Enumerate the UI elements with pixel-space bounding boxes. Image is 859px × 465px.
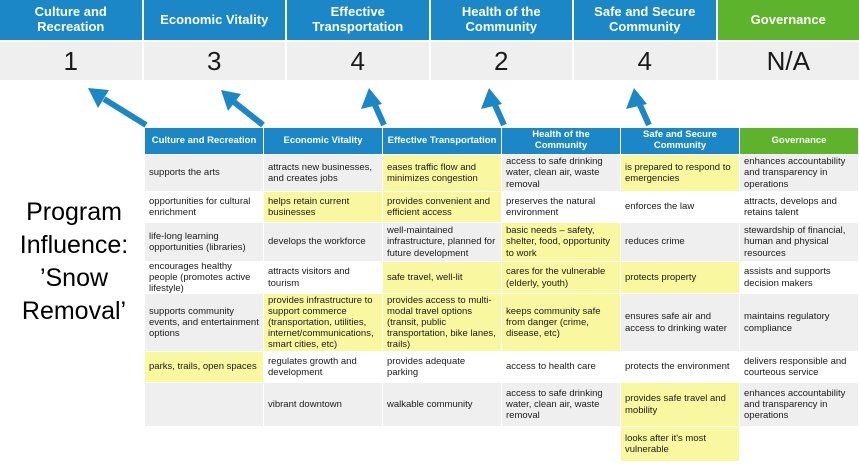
up-arrow-icon-2 — [221, 90, 265, 128]
matrix-cell: walkable community — [383, 383, 501, 426]
matrix-cell: opportunities for cultural enrichment — [145, 192, 263, 222]
score-health-of-the-community: 2 — [430, 42, 572, 80]
influence-arrows — [88, 88, 652, 128]
matrix-cell: reduces crime — [621, 223, 739, 261]
score-governance: N/A — [717, 42, 859, 80]
matrix-cell: parks, trails, open spaces — [145, 352, 263, 382]
matrix-cell: preserves the natural environment — [502, 192, 620, 222]
matrix-header-governance: Governance — [740, 128, 858, 154]
matrix-cell: basic needs – safety, shelter, food, opp… — [502, 223, 620, 261]
summary-header-governance: Governance — [717, 0, 859, 40]
matrix-cell — [145, 383, 263, 426]
matrix-cell: provides adequate parking — [383, 352, 501, 382]
matrix-cell: cares for the vulnerable (elderly, youth… — [502, 262, 620, 293]
matrix-cell: access to health care — [502, 352, 620, 382]
matrix-cell: vibrant downtown — [264, 383, 382, 426]
matrix-cell: attracts, develops and retains talent — [740, 192, 858, 222]
matrix-cell: keeps community safe from danger (crime,… — [502, 294, 620, 351]
matrix-cell: protects property — [621, 262, 739, 293]
summary-header-culture-and-recreation: Culture and Recreation — [0, 0, 142, 40]
matrix-cell: access to safe drinking water, clean air… — [502, 155, 620, 191]
matrix-cell: provides safe travel and mobility — [621, 383, 739, 426]
matrix-cell: enforces the law — [621, 192, 739, 222]
summary-header-effective-transportation: Effective Transportation — [287, 0, 429, 40]
matrix-cell: delivers responsible and courteous servi… — [740, 352, 858, 382]
up-arrow-icon-3 — [361, 88, 387, 127]
matrix-cell: regulates growth and development — [264, 352, 382, 382]
matrix-cell: enhances accountability and transparency… — [740, 155, 858, 191]
matrix-cell: assists and supports decision makers — [740, 262, 858, 293]
matrix-cell — [383, 427, 501, 461]
matrix-cell: enhances accountability and transparency… — [740, 383, 858, 426]
summary-header-health-of-the-community: Health of the Community — [430, 0, 572, 40]
score-culture-and-recreation: 1 — [0, 42, 142, 80]
matrix-cell: provides convenient and efficient access — [383, 192, 501, 222]
matrix-cell: stewardship of financial, human and phys… — [740, 223, 858, 261]
matrix-cell: ensures safe air and access to drinking … — [621, 294, 739, 351]
score-economic-vitality: 3 — [143, 42, 285, 80]
matrix-cell: protects the environment — [621, 352, 739, 382]
matrix-cell: maintains regulatory compliance — [740, 294, 858, 351]
matrix-cell: supports the arts — [145, 155, 263, 191]
summary-header-economic-vitality: Economic Vitality — [143, 0, 285, 40]
matrix-header-economic-vitality: Economic Vitality — [264, 128, 382, 154]
up-arrow-icon-1 — [88, 88, 148, 128]
up-arrow-icon-4 — [481, 88, 507, 127]
matrix-cell: develops the workforce — [264, 223, 382, 261]
matrix-cell — [740, 427, 858, 461]
matrix-cell: encourages healthy people (promotes acti… — [145, 262, 263, 293]
score-safe-and-secure-community: 4 — [574, 42, 716, 80]
matrix-cell: attracts visitors and tourism — [264, 262, 382, 293]
summary-header-safe-and-secure-community: Safe and Secure Community — [574, 0, 716, 40]
matrix-cell — [264, 427, 382, 461]
matrix-cell — [502, 427, 620, 461]
matrix-header-culture-and-recreation: Culture and Recreation — [145, 128, 263, 154]
matrix-cell — [145, 427, 263, 461]
matrix-cell: access to safe drinking water, clean air… — [502, 383, 620, 426]
program-title: Program Influence: ’Snow Removal’ — [19, 198, 129, 325]
influence-matrix: Culture and Recreation Economic Vitality… — [145, 128, 858, 461]
matrix-cell: provides infrastructure to support comme… — [264, 294, 382, 351]
matrix-cell: safe travel, well-lit — [383, 262, 501, 293]
matrix-cell: looks after it's most vulnerable — [621, 427, 739, 461]
matrix-cell: attracts new businesses, and creates job… — [264, 155, 382, 191]
matrix-cell: is prepared to respond to emergencies — [621, 155, 739, 191]
program-score-summary: Culture and Recreation Economic Vitality… — [0, 0, 859, 80]
matrix-cell: eases traffic flow and minimizes congest… — [383, 155, 501, 191]
matrix-header-health-of-the-community: Health of the Community — [502, 128, 620, 154]
matrix-cell: life-long learning opportunities (librar… — [145, 223, 263, 261]
matrix-cell: supports community events, and entertain… — [145, 294, 263, 351]
matrix-header-safe-and-secure-community: Safe and Secure Community — [621, 128, 739, 154]
matrix-cell: provides access to multi-modal travel op… — [383, 294, 501, 351]
matrix-header-effective-transportation: Effective Transportation — [383, 128, 501, 154]
score-effective-transportation: 4 — [287, 42, 429, 80]
up-arrow-icon-5 — [626, 88, 652, 127]
matrix-cell: well-maintained infrastructure, planned … — [383, 223, 501, 261]
matrix-cell: helps retain current businesses — [264, 192, 382, 222]
